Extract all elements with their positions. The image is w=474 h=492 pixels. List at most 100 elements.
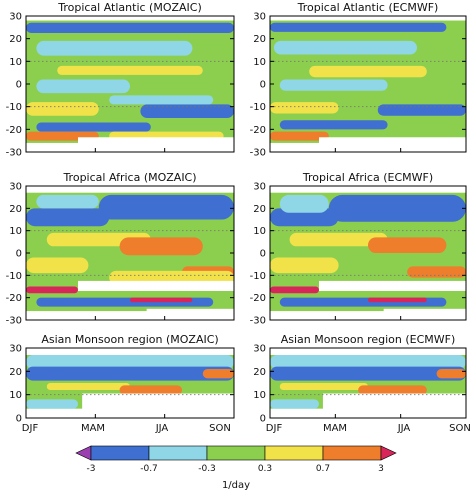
month-label: MAM	[81, 423, 105, 434]
contour-band	[289, 232, 388, 247]
colorbar-tick-label: -3	[87, 464, 96, 474]
y-tick-label: 0	[260, 80, 266, 91]
y-tick-label: 30	[9, 344, 22, 355]
y-tick-label: -10	[250, 102, 266, 113]
month-label: DJF	[22, 423, 39, 434]
y-tick-label: 10	[253, 390, 266, 401]
y-tick-label: 0	[16, 249, 22, 260]
panel-atl-ecmwf: 30 20 10 0 -10 -20 -30 Tropical Atlantic (ECMWF…	[250, 1, 467, 159]
contour-band	[98, 194, 234, 220]
contour-band	[202, 369, 234, 379]
panel-title: Asian Monsoon region (MOZAIC)	[41, 333, 218, 346]
y-tick-label: 10	[9, 390, 22, 401]
y-tick-label: 30	[9, 12, 22, 23]
colorbar-extend-high	[380, 445, 397, 461]
month-label: SON	[209, 423, 231, 434]
y-tick-label: 10	[253, 226, 266, 237]
panel-frame	[25, 347, 235, 419]
month-label: JJA	[155, 423, 169, 434]
panel-title: Asian Monsoon region (ECMWF)	[281, 333, 456, 346]
y-tick-label: 10	[9, 57, 22, 68]
panel-afr-ecmwf: 30 20 10 0 -10 -20 -30 Tropical Africa (ECMWF)	[250, 171, 467, 327]
no-data-mask	[146, 308, 234, 320]
contour-band	[270, 286, 319, 294]
contour-band	[377, 104, 466, 116]
y-tick-label: 20	[9, 367, 22, 378]
contour-band	[270, 399, 319, 409]
y-tick-label: -20	[250, 293, 266, 304]
y-tick-label: -20	[250, 125, 266, 136]
contour-band	[358, 385, 427, 395]
y-tick-label: 20	[253, 204, 266, 215]
y-tick-label: 0	[16, 80, 22, 91]
no-data-mask	[82, 393, 234, 418]
colorbar-bin	[148, 445, 208, 461]
contour-band	[130, 297, 193, 303]
colorbar-tick-label: -0.7	[140, 464, 158, 474]
contour-band	[279, 194, 329, 213]
y-tick-label: 10	[253, 57, 266, 68]
contour-band	[36, 79, 130, 94]
panel-afr-mozaic: 30 20 10 0 -10 -20 -30 Tropical Africa (MOZAIC)	[6, 171, 235, 327]
y-tick-label: -30	[250, 148, 266, 159]
y-tick-label: -10	[6, 102, 22, 113]
y-tick-label: 30	[9, 182, 22, 193]
contour-band	[26, 355, 234, 369]
contour-band	[407, 266, 466, 278]
contour-band	[436, 369, 466, 379]
no-data-mask	[383, 308, 466, 320]
month-label: SON	[449, 423, 471, 434]
contour-band	[36, 40, 193, 56]
panel-title: Tropical Atlantic (MOZAIC)	[57, 1, 202, 14]
y-tick-label: -30	[6, 316, 22, 327]
contour-band	[57, 65, 203, 75]
colorbar-bin	[322, 445, 382, 461]
contour-band	[46, 383, 130, 390]
contour-band	[270, 257, 339, 274]
panel-title: Tropical Africa (MOZAIC)	[62, 171, 196, 184]
colorbar-tick-label: 0.3	[258, 464, 272, 474]
colorbar-tick-label: -0.3	[198, 464, 216, 474]
y-tick-label: 20	[253, 367, 266, 378]
panel-field	[26, 16, 234, 152]
panel-field	[270, 348, 466, 418]
contour-band	[26, 366, 234, 381]
panel-field	[270, 186, 466, 320]
contour-band	[26, 399, 78, 409]
no-data-mask	[322, 393, 466, 418]
panel-field	[270, 16, 466, 152]
colorbar-label: 1/day	[222, 480, 250, 491]
panel-asia-mozaic: 30 20 10 0 Asian Monsoon region (MOZAIC)	[9, 333, 235, 425]
month-label: MAM	[323, 423, 347, 434]
contour-band	[119, 385, 182, 395]
y-tick-label: 30	[253, 344, 266, 355]
y-tick-label: 20	[9, 34, 22, 45]
y-tick-label: 0	[260, 249, 266, 260]
contour-band	[26, 286, 78, 294]
contour-band	[119, 237, 203, 256]
y-tick-label: 10	[9, 226, 22, 237]
y-tick-label: -10	[6, 271, 22, 282]
contour-band	[270, 208, 339, 227]
panel-field	[26, 348, 234, 418]
panel-title: Tropical Africa (ECMWF)	[302, 171, 433, 184]
y-tick-label: -20	[6, 293, 22, 304]
panel-title: Tropical Atlantic (ECMWF)	[297, 1, 439, 14]
colorbar-bin	[206, 445, 266, 461]
panel-frame	[269, 347, 467, 419]
contour-band	[279, 120, 388, 130]
contour-band	[309, 65, 427, 78]
no-data-mask	[319, 280, 466, 291]
contour-band	[26, 22, 234, 33]
contour-band	[26, 208, 110, 227]
no-data-mask	[78, 280, 234, 291]
panel-asia-ecmwf: 30 20 10 0 Asian Monsoon region (ECMWF)	[253, 333, 467, 425]
contour-band	[270, 102, 339, 114]
contour-band	[36, 122, 151, 132]
y-tick-label: -30	[250, 316, 266, 327]
colorbar-tick-label: 0.7	[316, 464, 330, 474]
contour-band	[26, 257, 89, 274]
contour-band	[279, 79, 388, 91]
panel-field	[26, 186, 234, 320]
